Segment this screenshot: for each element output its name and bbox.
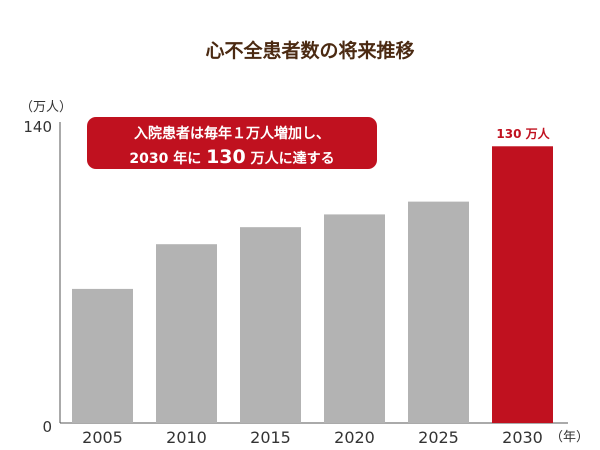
y-tick-max: 140 (23, 118, 52, 136)
callout-line2: 2030 年に 130 万人に達する (129, 146, 334, 168)
y-tick-zero: 0 (42, 418, 52, 436)
callout-box (87, 117, 377, 169)
x-tick-2015: 2015 (250, 428, 291, 447)
bar-2025 (408, 201, 469, 423)
bar-2020 (324, 214, 385, 423)
callout-line2-suffix: 万人に達する (246, 150, 335, 167)
bars-group (72, 146, 553, 424)
bar-2030 (492, 146, 553, 424)
bar-2010 (156, 244, 217, 423)
x-ticks-group: 2005 2010 2015 2020 2025 2030 (82, 428, 543, 447)
x-tick-2005: 2005 (82, 428, 123, 447)
x-tick-2020: 2020 (334, 428, 375, 447)
callout-line1: 入院患者は毎年１万人増加し、 (134, 125, 330, 142)
x-tick-2030: 2030 (502, 428, 543, 447)
highlight-value-label: 130 万人 (496, 126, 550, 141)
bar-2005 (72, 288, 133, 423)
callout: 入院患者は毎年１万人増加し、 2030 年に 130 万人に達する (87, 117, 377, 169)
callout-line2-prefix: 2030 年に (129, 150, 206, 167)
bar-2015 (240, 227, 301, 423)
y-axis-unit-label: （万人） (20, 100, 72, 115)
chart-title: 心不全患者数の将来推移 (205, 39, 414, 62)
x-tick-2025: 2025 (418, 428, 459, 447)
x-tick-2010: 2010 (166, 428, 207, 447)
x-axis-unit-label: （年） (550, 430, 589, 445)
callout-line2-number: 130 (206, 146, 246, 168)
